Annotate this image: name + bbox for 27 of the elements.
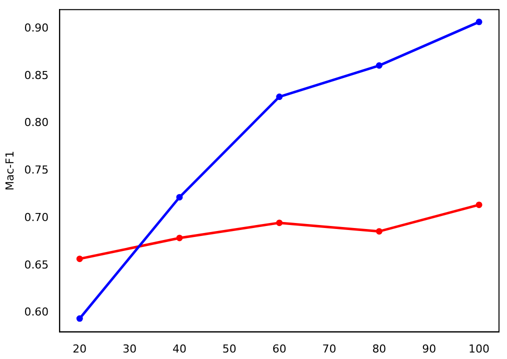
point bbox=[76, 315, 83, 322]
y-tick-label: 0.90 bbox=[24, 21, 49, 34]
y-tick-label: 0.75 bbox=[24, 164, 49, 177]
point bbox=[76, 256, 83, 262]
x-tick-label: 30 bbox=[122, 342, 137, 356]
point bbox=[476, 18, 482, 26]
point bbox=[176, 194, 183, 200]
y-tick-label: 0.60 bbox=[24, 306, 49, 319]
x-tick-label: 20 bbox=[72, 342, 87, 356]
y-axis-title: Mac-F1 bbox=[3, 150, 16, 190]
y-tick-label: 0.65 bbox=[24, 258, 49, 272]
x-tick-label: 80 bbox=[372, 342, 386, 356]
point bbox=[276, 94, 283, 100]
x-tick-label: 100 bbox=[468, 342, 490, 356]
x-tick-label: 40 bbox=[172, 342, 187, 356]
y-tick-label: 0.80 bbox=[24, 116, 49, 130]
x-tick-label: 90 bbox=[422, 342, 436, 356]
x-tick-label: 70 bbox=[322, 342, 336, 356]
x-tick-label: 50 bbox=[222, 342, 236, 356]
y-tick-label: 0.70 bbox=[24, 210, 49, 224]
point bbox=[176, 234, 183, 242]
point bbox=[376, 62, 382, 69]
y-tick-label: 0.85 bbox=[24, 68, 49, 82]
point bbox=[476, 202, 482, 208]
point bbox=[376, 228, 382, 235]
x-tick-label: 60 bbox=[272, 342, 286, 356]
point bbox=[276, 220, 283, 226]
